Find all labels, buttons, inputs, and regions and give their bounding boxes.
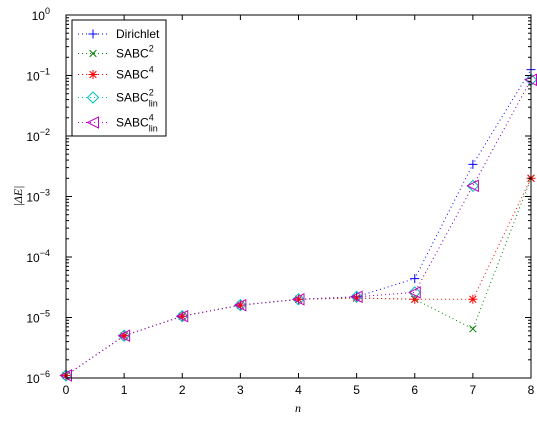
x-tick-label: 3 bbox=[237, 383, 244, 397]
data-point-SABC4 bbox=[177, 311, 187, 321]
data-point-SABC4lin bbox=[408, 286, 421, 299]
legend-label: SABC2 lin bbox=[116, 88, 158, 109]
legend-marker bbox=[86, 91, 100, 104]
legend-marker bbox=[89, 49, 97, 58]
y-tick-label: 100 bbox=[32, 6, 50, 23]
legend-label: SABC4 bbox=[116, 65, 154, 82]
x-axis: 0 1 2 3 4 5 6 7 8 bbox=[63, 15, 535, 397]
data-point-SABC4lin bbox=[117, 329, 131, 343]
x-tick-label: 6 bbox=[411, 383, 418, 397]
legend-entry-SABC2lin: SABC2 lin bbox=[78, 88, 158, 109]
legend-entry-SABC4: SABC4 bbox=[78, 65, 154, 82]
legend-box bbox=[71, 19, 167, 137]
legend: Dirichlet SABC2 SABC4 SABC2 lin SABC4 lin bbox=[71, 19, 167, 137]
legend-label: SABC2 bbox=[116, 44, 154, 61]
x-tick-label: 0 bbox=[63, 383, 70, 397]
data-point-SABC2lin bbox=[466, 179, 480, 193]
x-tick-label: 1 bbox=[121, 383, 128, 397]
data-point-SABC2lin bbox=[350, 290, 363, 303]
x-tick-label: 8 bbox=[528, 383, 535, 397]
data-point-SABC4lin bbox=[350, 290, 363, 304]
legend-label: Dirichlet bbox=[116, 27, 160, 41]
x-tick-label: 5 bbox=[353, 383, 360, 397]
data-point-SABC4 bbox=[468, 294, 478, 304]
legend-entry-SABC4lin: SABC4 lin bbox=[78, 113, 158, 134]
y-tick-label: 10−2 bbox=[26, 127, 50, 144]
data-point-SABC2lin bbox=[292, 293, 305, 306]
y-tick-label: 10−3 bbox=[26, 188, 50, 205]
data-point-Dirichlet bbox=[410, 274, 420, 284]
data-point-SABC2lin bbox=[117, 329, 131, 342]
legend-entry-SABC2: SABC2 bbox=[78, 44, 154, 61]
y-tick-label: 10−5 bbox=[26, 309, 50, 326]
data-point-SABC4 bbox=[235, 300, 245, 310]
data-point-SABC4 bbox=[410, 294, 420, 304]
data-point-SABC4lin bbox=[233, 298, 247, 312]
legend-entry-Dirichlet: Dirichlet bbox=[78, 27, 160, 41]
legend-marker bbox=[88, 29, 98, 39]
data-point-SABC2lin bbox=[176, 310, 189, 323]
x-tick-label: 4 bbox=[295, 383, 302, 397]
data-point-SABC2 bbox=[469, 325, 477, 333]
y-tick-label: 10−6 bbox=[26, 369, 50, 386]
y-tick-label: 10−1 bbox=[26, 67, 50, 84]
data-point-SABC2lin bbox=[408, 286, 421, 299]
y-tick-label: 10−4 bbox=[26, 248, 50, 265]
data-point-SABC2lin bbox=[59, 369, 73, 382]
data-point-SABC4 bbox=[294, 294, 303, 304]
x-tick-label: 2 bbox=[179, 383, 186, 397]
data-point-Dirichlet bbox=[468, 159, 478, 169]
series-layer bbox=[59, 65, 537, 382]
data-point-SABC4lin bbox=[466, 179, 479, 193]
data-point-SABC4lin bbox=[175, 309, 189, 323]
data-point-SABC4lin bbox=[291, 292, 305, 306]
y-axis-label: |ΔE| bbox=[11, 186, 25, 207]
legend-marker bbox=[86, 116, 99, 129]
legend-marker bbox=[88, 70, 98, 79]
legend-label: SABC4 lin bbox=[116, 113, 158, 134]
series-line-SABC4 bbox=[65, 178, 532, 376]
data-point-SABC2lin bbox=[234, 298, 247, 312]
x-tick-label: 7 bbox=[470, 383, 477, 397]
x-axis-label: n bbox=[295, 401, 301, 415]
data-point-SABC4 bbox=[119, 331, 129, 341]
data-point-SABC4 bbox=[352, 293, 362, 303]
